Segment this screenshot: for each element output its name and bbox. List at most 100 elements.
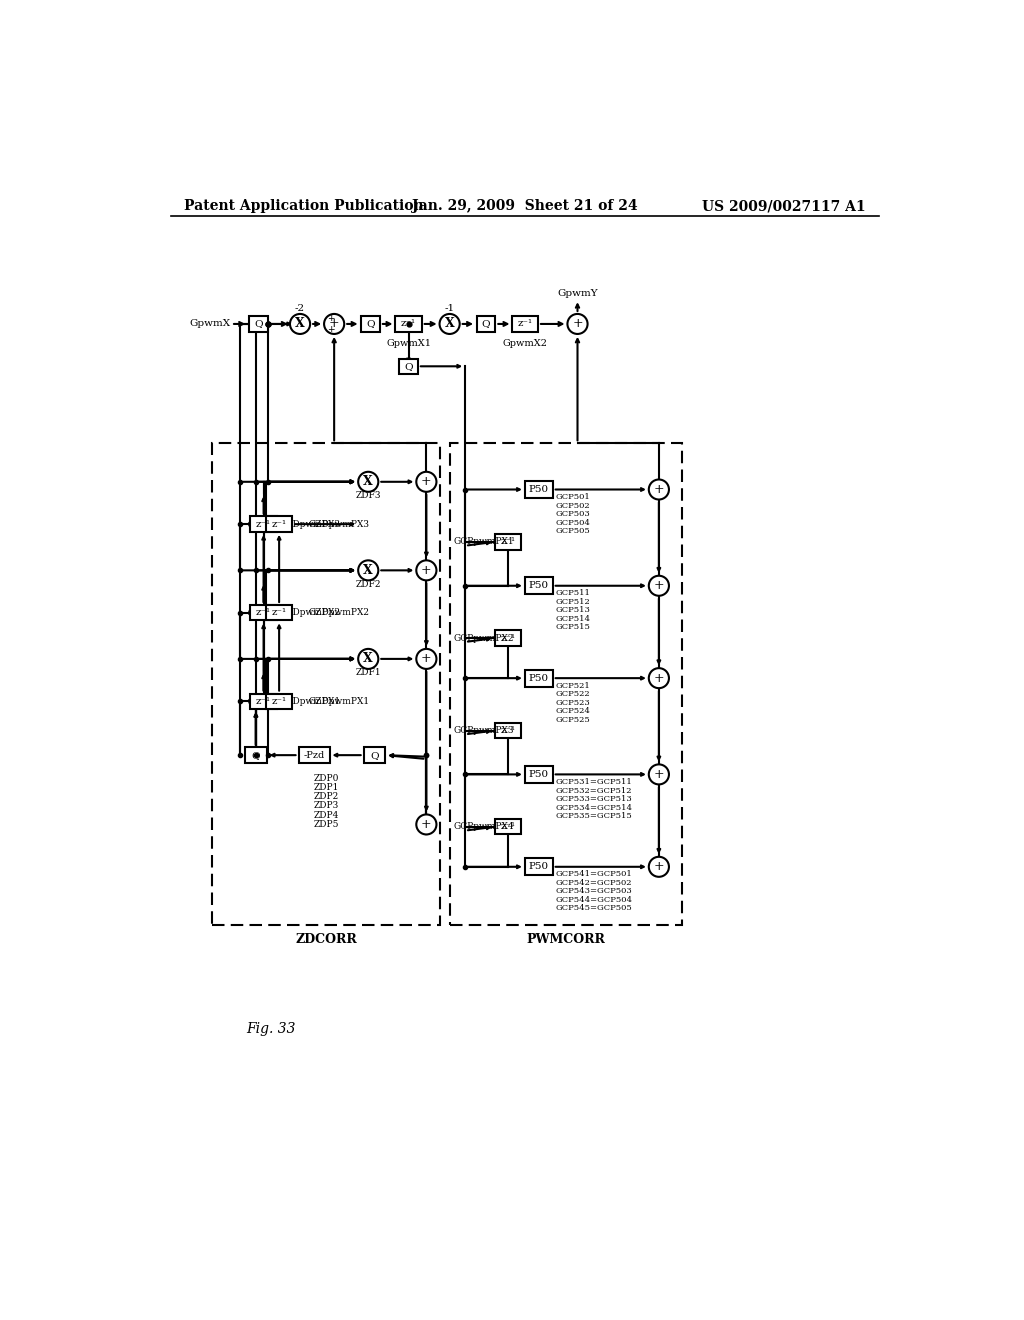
Bar	[512, 317, 538, 331]
Text: GCPpwmPX2: GCPpwmPX2	[454, 634, 514, 643]
Circle shape	[417, 814, 436, 834]
Text: GpwmX2: GpwmX2	[503, 339, 547, 348]
Text: z⁻¹: z⁻¹	[271, 609, 287, 618]
Text: +: +	[653, 672, 665, 685]
Circle shape	[358, 561, 378, 581]
Text: z⁻¹: z⁻¹	[256, 697, 271, 706]
Text: z⁻¹: z⁻¹	[256, 520, 271, 528]
Circle shape	[417, 561, 436, 581]
Circle shape	[567, 314, 588, 334]
Bar	[495, 818, 521, 834]
Text: +: +	[421, 475, 432, 488]
Bar	[361, 317, 380, 331]
Text: US 2009/0027117 A1: US 2009/0027117 A1	[702, 199, 866, 213]
Text: ZDF1: ZDF1	[355, 668, 381, 677]
Circle shape	[324, 314, 344, 334]
Text: GCP503: GCP503	[556, 510, 591, 519]
Text: GCP544=GCP504: GCP544=GCP504	[556, 896, 633, 904]
Text: GCP513: GCP513	[556, 606, 591, 614]
Text: GpwmY: GpwmY	[557, 289, 598, 297]
Text: z⁻¹: z⁻¹	[500, 537, 515, 546]
Text: GZDpwmPX2: GZDpwmPX2	[308, 609, 370, 618]
Bar	[251, 605, 276, 620]
Bar	[212, 444, 440, 924]
Text: GCP545=GCP505: GCP545=GCP505	[556, 904, 633, 912]
Text: ZDP2: ZDP2	[314, 792, 339, 801]
Text: Patent Application Publication: Patent Application Publication	[183, 199, 424, 213]
Text: ZDCORR: ZDCORR	[295, 933, 357, 946]
Circle shape	[417, 471, 436, 492]
Bar	[477, 317, 496, 331]
Text: GCP543=GCP503: GCP543=GCP503	[556, 887, 633, 895]
Bar	[495, 535, 521, 549]
Text: +: +	[653, 768, 665, 781]
Text: Q: Q	[367, 319, 375, 329]
Text: ZDF3: ZDF3	[355, 491, 381, 500]
Text: P50: P50	[528, 484, 549, 494]
Bar	[495, 723, 521, 738]
Text: GCP512: GCP512	[556, 598, 591, 606]
Text: GCP525: GCP525	[556, 715, 591, 723]
Text: GCP542=GCP502: GCP542=GCP502	[556, 879, 632, 887]
Bar	[524, 669, 553, 686]
Text: +: +	[329, 317, 340, 330]
Text: GCP521: GCP521	[556, 682, 591, 690]
Text: GCP502: GCP502	[556, 502, 591, 510]
Text: z⁻¹: z⁻¹	[500, 822, 515, 832]
Text: ZDP4: ZDP4	[314, 810, 339, 820]
Text: GZDpwmPX3: GZDpwmPX3	[280, 520, 340, 528]
Text: z⁻¹: z⁻¹	[256, 609, 271, 618]
Text: +: +	[328, 314, 335, 323]
Text: ZDF2: ZDF2	[355, 579, 381, 589]
Text: z⁻¹: z⁻¹	[500, 634, 515, 643]
Text: Q: Q	[481, 319, 490, 329]
Text: -Pzd: -Pzd	[303, 751, 325, 759]
Text: X: X	[364, 564, 373, 577]
Text: GCPpwmPX4: GCPpwmPX4	[454, 822, 514, 832]
Text: +: +	[653, 483, 665, 496]
Circle shape	[417, 649, 436, 669]
Text: -1: -1	[444, 304, 455, 313]
Text: +: +	[653, 579, 665, 593]
Text: z⁻¹: z⁻¹	[517, 319, 532, 329]
Bar	[266, 693, 292, 709]
Text: GCPpwmPX3: GCPpwmPX3	[454, 726, 514, 735]
Text: GCP515: GCP515	[556, 623, 591, 631]
Text: GZDpwmPX1: GZDpwmPX1	[308, 697, 370, 706]
Text: GCP535=GCP515: GCP535=GCP515	[556, 812, 633, 820]
Text: ZDP5: ZDP5	[314, 820, 340, 829]
Text: +: +	[421, 652, 432, 665]
Text: GCP532=GCP512: GCP532=GCP512	[556, 787, 632, 795]
Bar	[524, 577, 553, 594]
Bar	[495, 631, 521, 645]
Circle shape	[649, 479, 669, 499]
Text: P50: P50	[528, 862, 549, 871]
Text: z⁻¹: z⁻¹	[271, 697, 287, 706]
Text: GCP533=GCP513: GCP533=GCP513	[556, 795, 633, 803]
Bar	[524, 766, 553, 783]
Text: +: +	[328, 325, 335, 334]
Text: PWMCORR: PWMCORR	[526, 933, 605, 946]
Bar	[299, 747, 330, 763]
Text: z⁻¹: z⁻¹	[500, 726, 515, 735]
Circle shape	[358, 471, 378, 492]
Text: +: +	[421, 564, 432, 577]
Text: z⁻¹: z⁻¹	[271, 520, 287, 528]
Text: Q: Q	[252, 751, 260, 759]
Text: GpwmX: GpwmX	[189, 319, 230, 329]
Text: Q: Q	[370, 751, 379, 759]
Text: P50: P50	[528, 673, 549, 682]
Text: Fig. 33: Fig. 33	[247, 1022, 296, 1035]
Bar	[524, 858, 553, 875]
Text: GCP505: GCP505	[556, 527, 591, 535]
Bar	[395, 317, 422, 331]
Bar	[450, 444, 682, 924]
Text: Jan. 29, 2009  Sheet 21 of 24: Jan. 29, 2009 Sheet 21 of 24	[412, 199, 638, 213]
Bar	[266, 516, 292, 532]
Text: ZDP1: ZDP1	[314, 783, 339, 792]
Text: GCP534=GCP514: GCP534=GCP514	[556, 804, 633, 812]
Text: Q: Q	[254, 319, 262, 329]
Text: GCP504: GCP504	[556, 519, 591, 527]
Text: GCP522: GCP522	[556, 690, 591, 698]
Text: X: X	[444, 317, 455, 330]
